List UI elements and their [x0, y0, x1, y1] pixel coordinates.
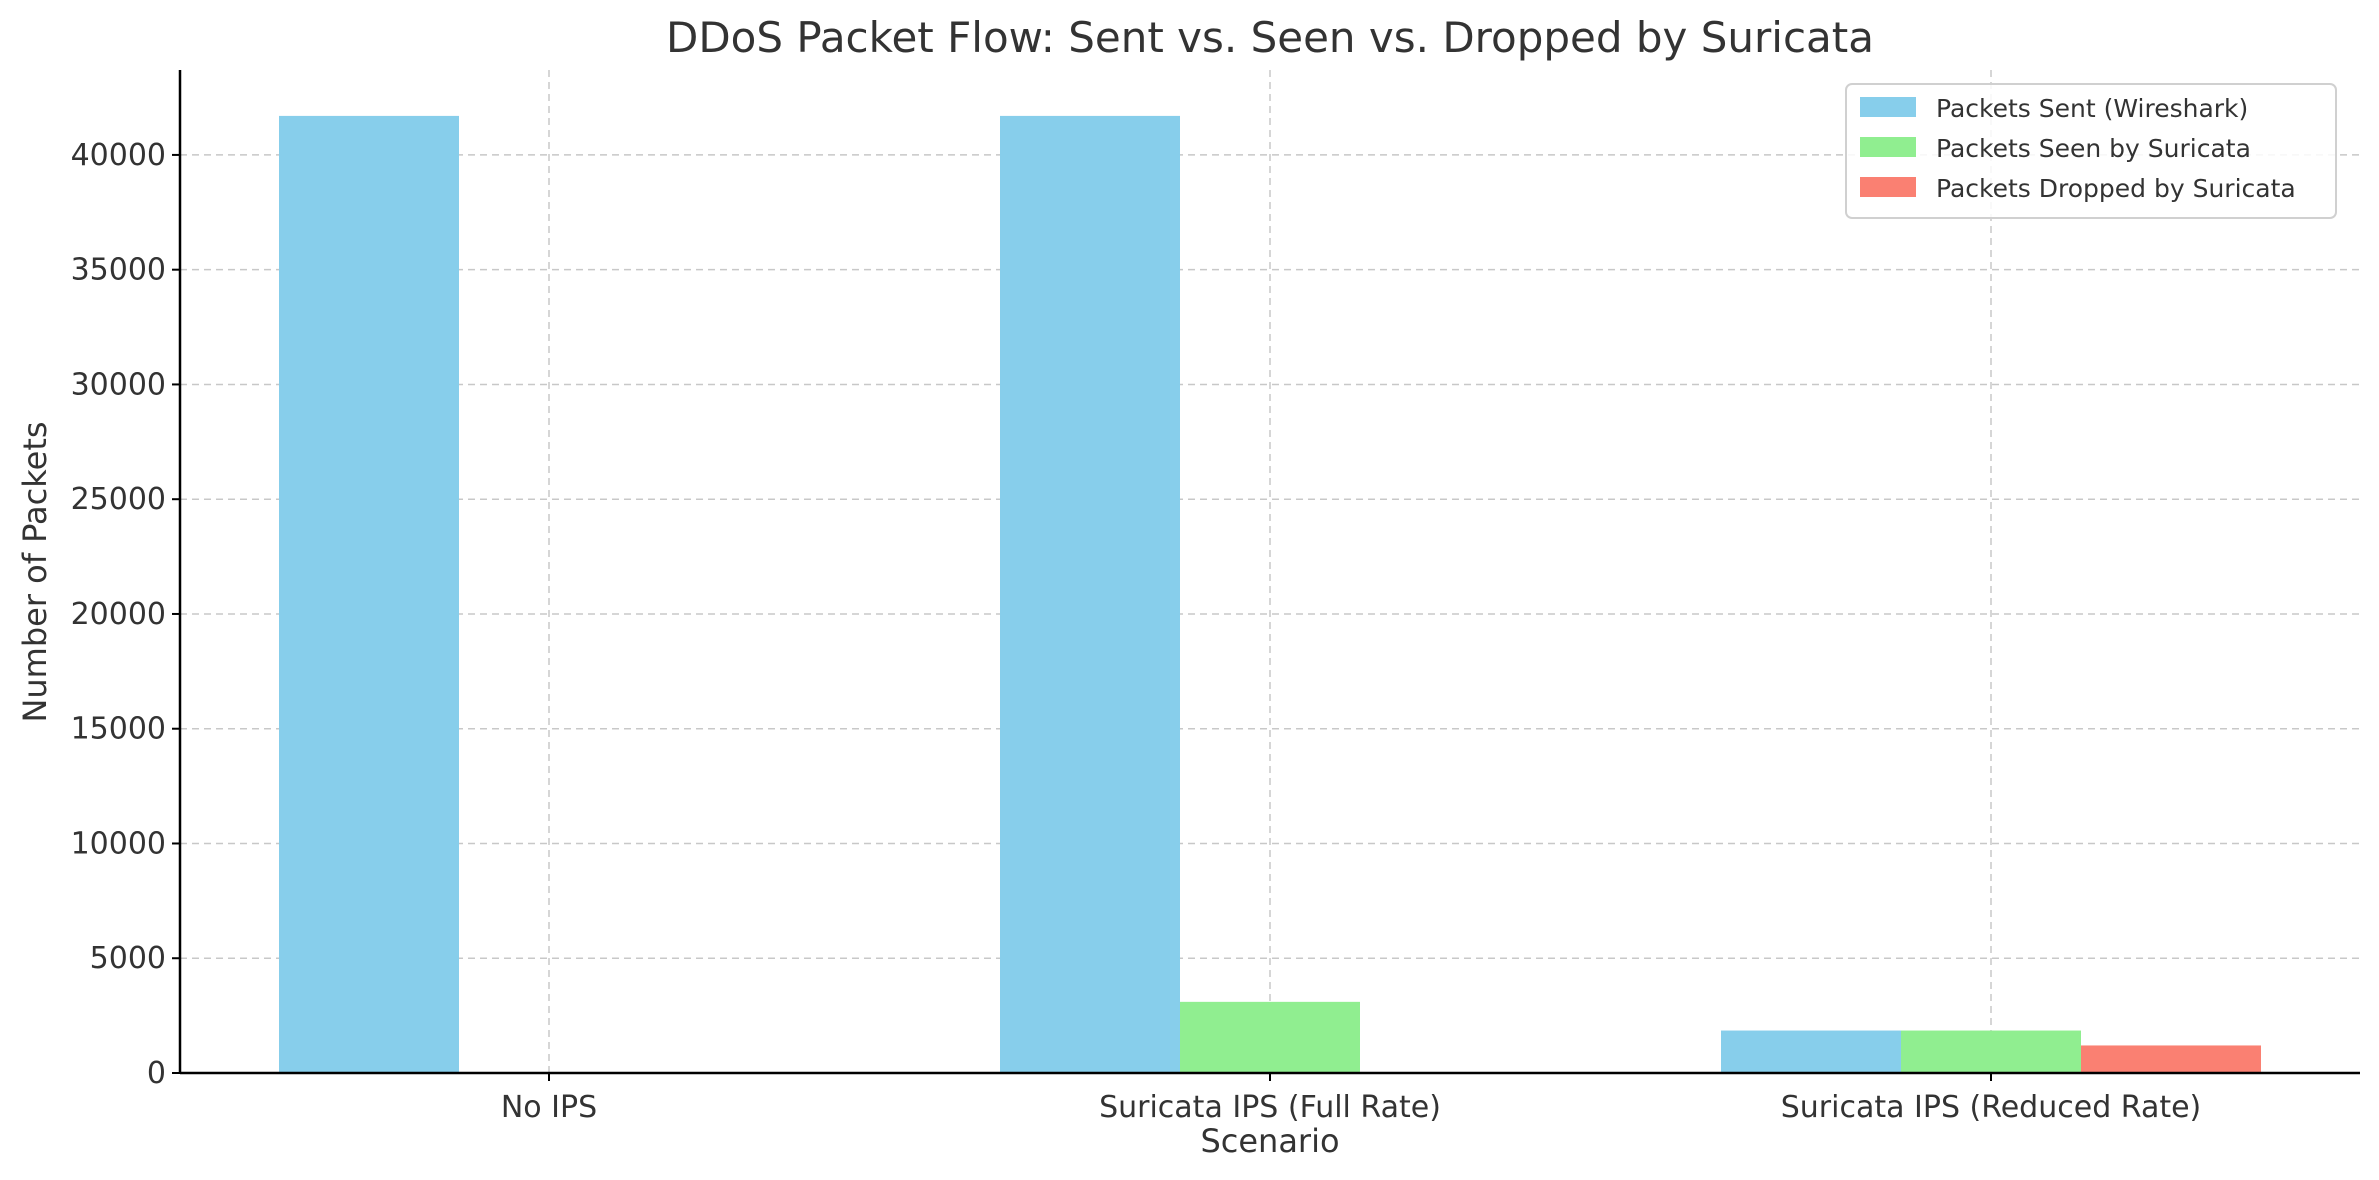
y-tick-label: 10000 [71, 826, 166, 861]
y-tick-label: 20000 [71, 597, 166, 632]
legend-label: Packets Dropped by Suricata [1936, 174, 2296, 203]
y-tick-label: 5000 [90, 941, 166, 976]
bar-1-3 [1721, 1030, 1901, 1073]
bar-1-1 [279, 115, 459, 1074]
x-axis-label: Scenario [1200, 1122, 1339, 1160]
y-tick-label: 30000 [71, 367, 166, 402]
bars [279, 115, 2261, 1074]
y-tick-label: 25000 [71, 482, 166, 517]
legend-swatch [1860, 97, 1916, 117]
legend-swatch [1860, 177, 1916, 197]
x-tick-label: Suricata IPS (Full Rate) [1099, 1090, 1441, 1125]
bar-2-2 [1180, 1001, 1360, 1073]
y-tick-label: 0 [147, 1056, 166, 1091]
legend-label: Packets Sent (Wireshark) [1936, 94, 2248, 123]
y-tick-label: 40000 [71, 138, 166, 173]
legend-swatch [1860, 137, 1916, 157]
y-ticks: 0 5000 10000 15000 20000 25000 30000 35000 40000 [71, 138, 180, 1091]
legend-frame [1845, 83, 2337, 219]
legend: Packets Sent (Wireshark) Packets Seen by … [1845, 83, 2337, 219]
bar-3-3 [2081, 1045, 2261, 1073]
y-axis-label: Number of Packets [16, 421, 54, 722]
y-tick-label: 15000 [71, 712, 166, 747]
x-ticks: No IPS Suricata IPS (Full Rate) Suricata I… [501, 1073, 2201, 1125]
bar-1-2 [1000, 115, 1180, 1074]
bar-2-3 [1901, 1030, 2081, 1073]
x-tick-label: Suricata IPS (Reduced Rate) [1781, 1090, 2202, 1125]
y-tick-label: 35000 [71, 253, 166, 288]
chart-title: DDoS Packet Flow: Sent vs. Seen vs. Drop… [666, 13, 1874, 62]
legend-label: Packets Seen by Suricata [1936, 134, 2251, 163]
x-tick-label: No IPS [501, 1090, 597, 1125]
